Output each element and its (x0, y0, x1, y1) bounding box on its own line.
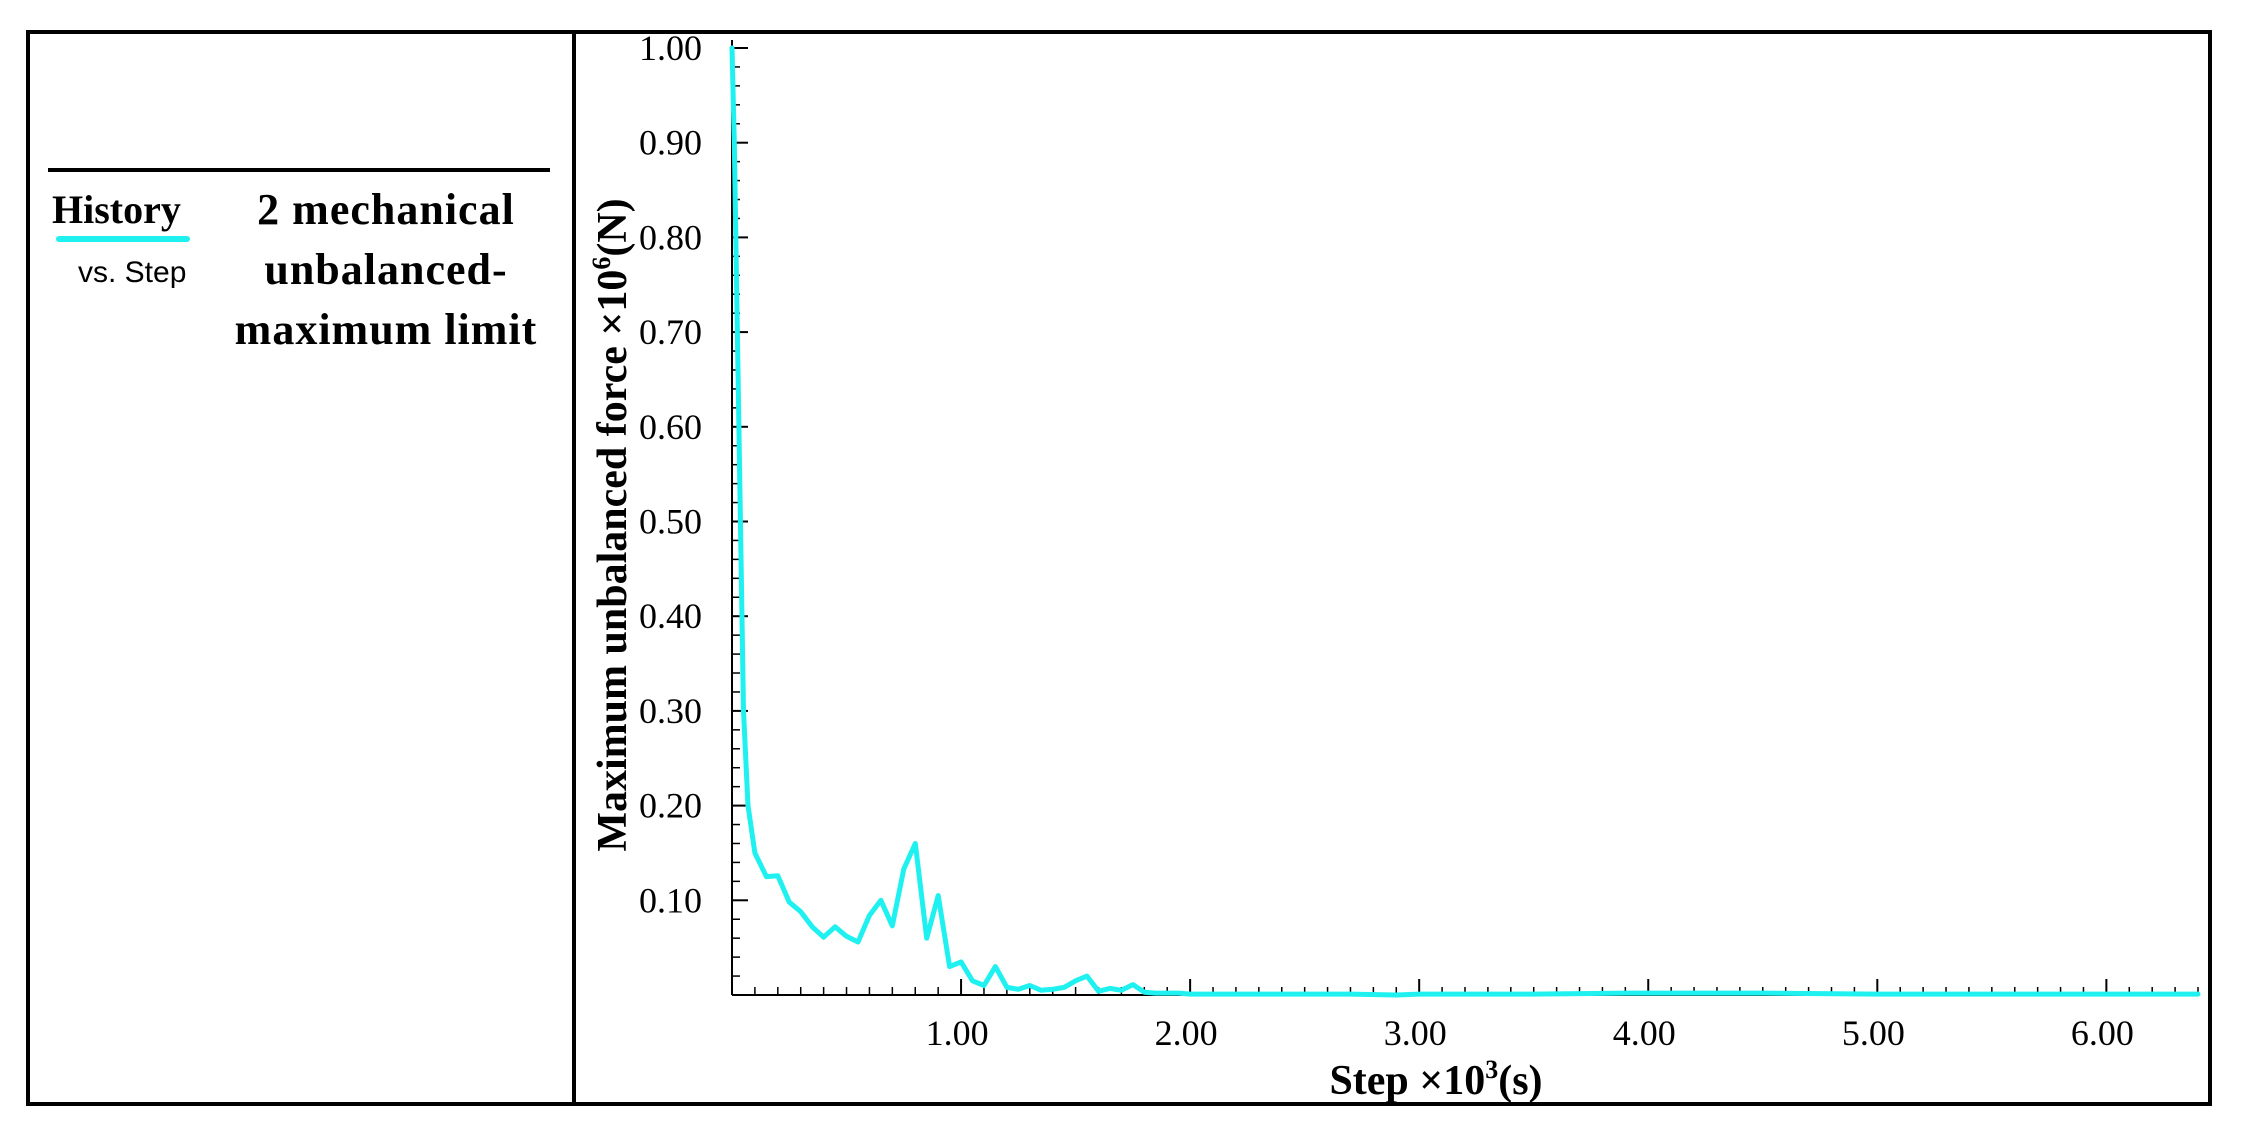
y-tick-label: 0.30 (639, 691, 702, 731)
x-tick-label: 3.00 (1384, 1013, 1447, 1053)
legend-series-label-line-3: maximum limit (234, 305, 538, 354)
legend-series-label: 2 mechanical unbalanced- maximum limit (208, 180, 564, 360)
x-tick-label: 1.00 (926, 1013, 989, 1053)
x-axis-title-unit: (s) (1498, 1058, 1542, 1104)
y-axis-title-unit: (N) (590, 198, 636, 256)
legend-subtitle: vs. Step (78, 256, 187, 289)
y-tick-label: 0.10 (639, 880, 702, 920)
ticks-layer: 0.10 0.20 0.30 0.40 0.50 0.60 0.70 0.80 0.90 1.00… (639, 28, 2199, 1053)
legend-series-label-line-2: unbalanced- (264, 245, 508, 294)
y-tick-label: 0.40 (639, 596, 702, 636)
legend-title: History (52, 187, 181, 232)
x-tick-label: 5.00 (1842, 1013, 1905, 1053)
y-tick-label: 0.50 (639, 502, 702, 542)
x-axis-title: Step ×103(s) (1329, 1055, 1542, 1104)
x-tick-label: 6.00 (2071, 1013, 2134, 1053)
legend-series-swatch (56, 236, 190, 242)
y-tick-label: 0.80 (639, 217, 702, 257)
legend-divider (572, 30, 576, 1106)
figure-frame (26, 30, 2212, 1106)
x-tick-label: 4.00 (1613, 1013, 1676, 1053)
legend-series-label-line-1: 2 mechanical (257, 185, 515, 234)
series-line-1 (729, 45, 2201, 998)
y-tick-label: 0.70 (639, 312, 702, 352)
y-tick-label: 0.90 (639, 123, 702, 163)
y-tick-label: 1.00 (639, 28, 702, 68)
y-axis-title-exponent: 6 (587, 257, 616, 270)
y-axis-title-base: Maximum unbalanced force ×10 (590, 270, 636, 852)
y-tick-label: 0.20 (639, 786, 702, 826)
legend-top-rule (48, 168, 550, 172)
y-tick-label: 0.60 (639, 407, 702, 447)
x-tick-label: 2.00 (1155, 1013, 1218, 1053)
y-axis-title: Maximum unbalanced force ×106(N) (587, 198, 636, 851)
x-axis-title-exponent: 3 (1485, 1055, 1498, 1084)
series-layer (729, 45, 2201, 998)
x-axis-title-base: Step ×10 (1329, 1058, 1485, 1104)
axes-layer (731, 40, 2198, 996)
